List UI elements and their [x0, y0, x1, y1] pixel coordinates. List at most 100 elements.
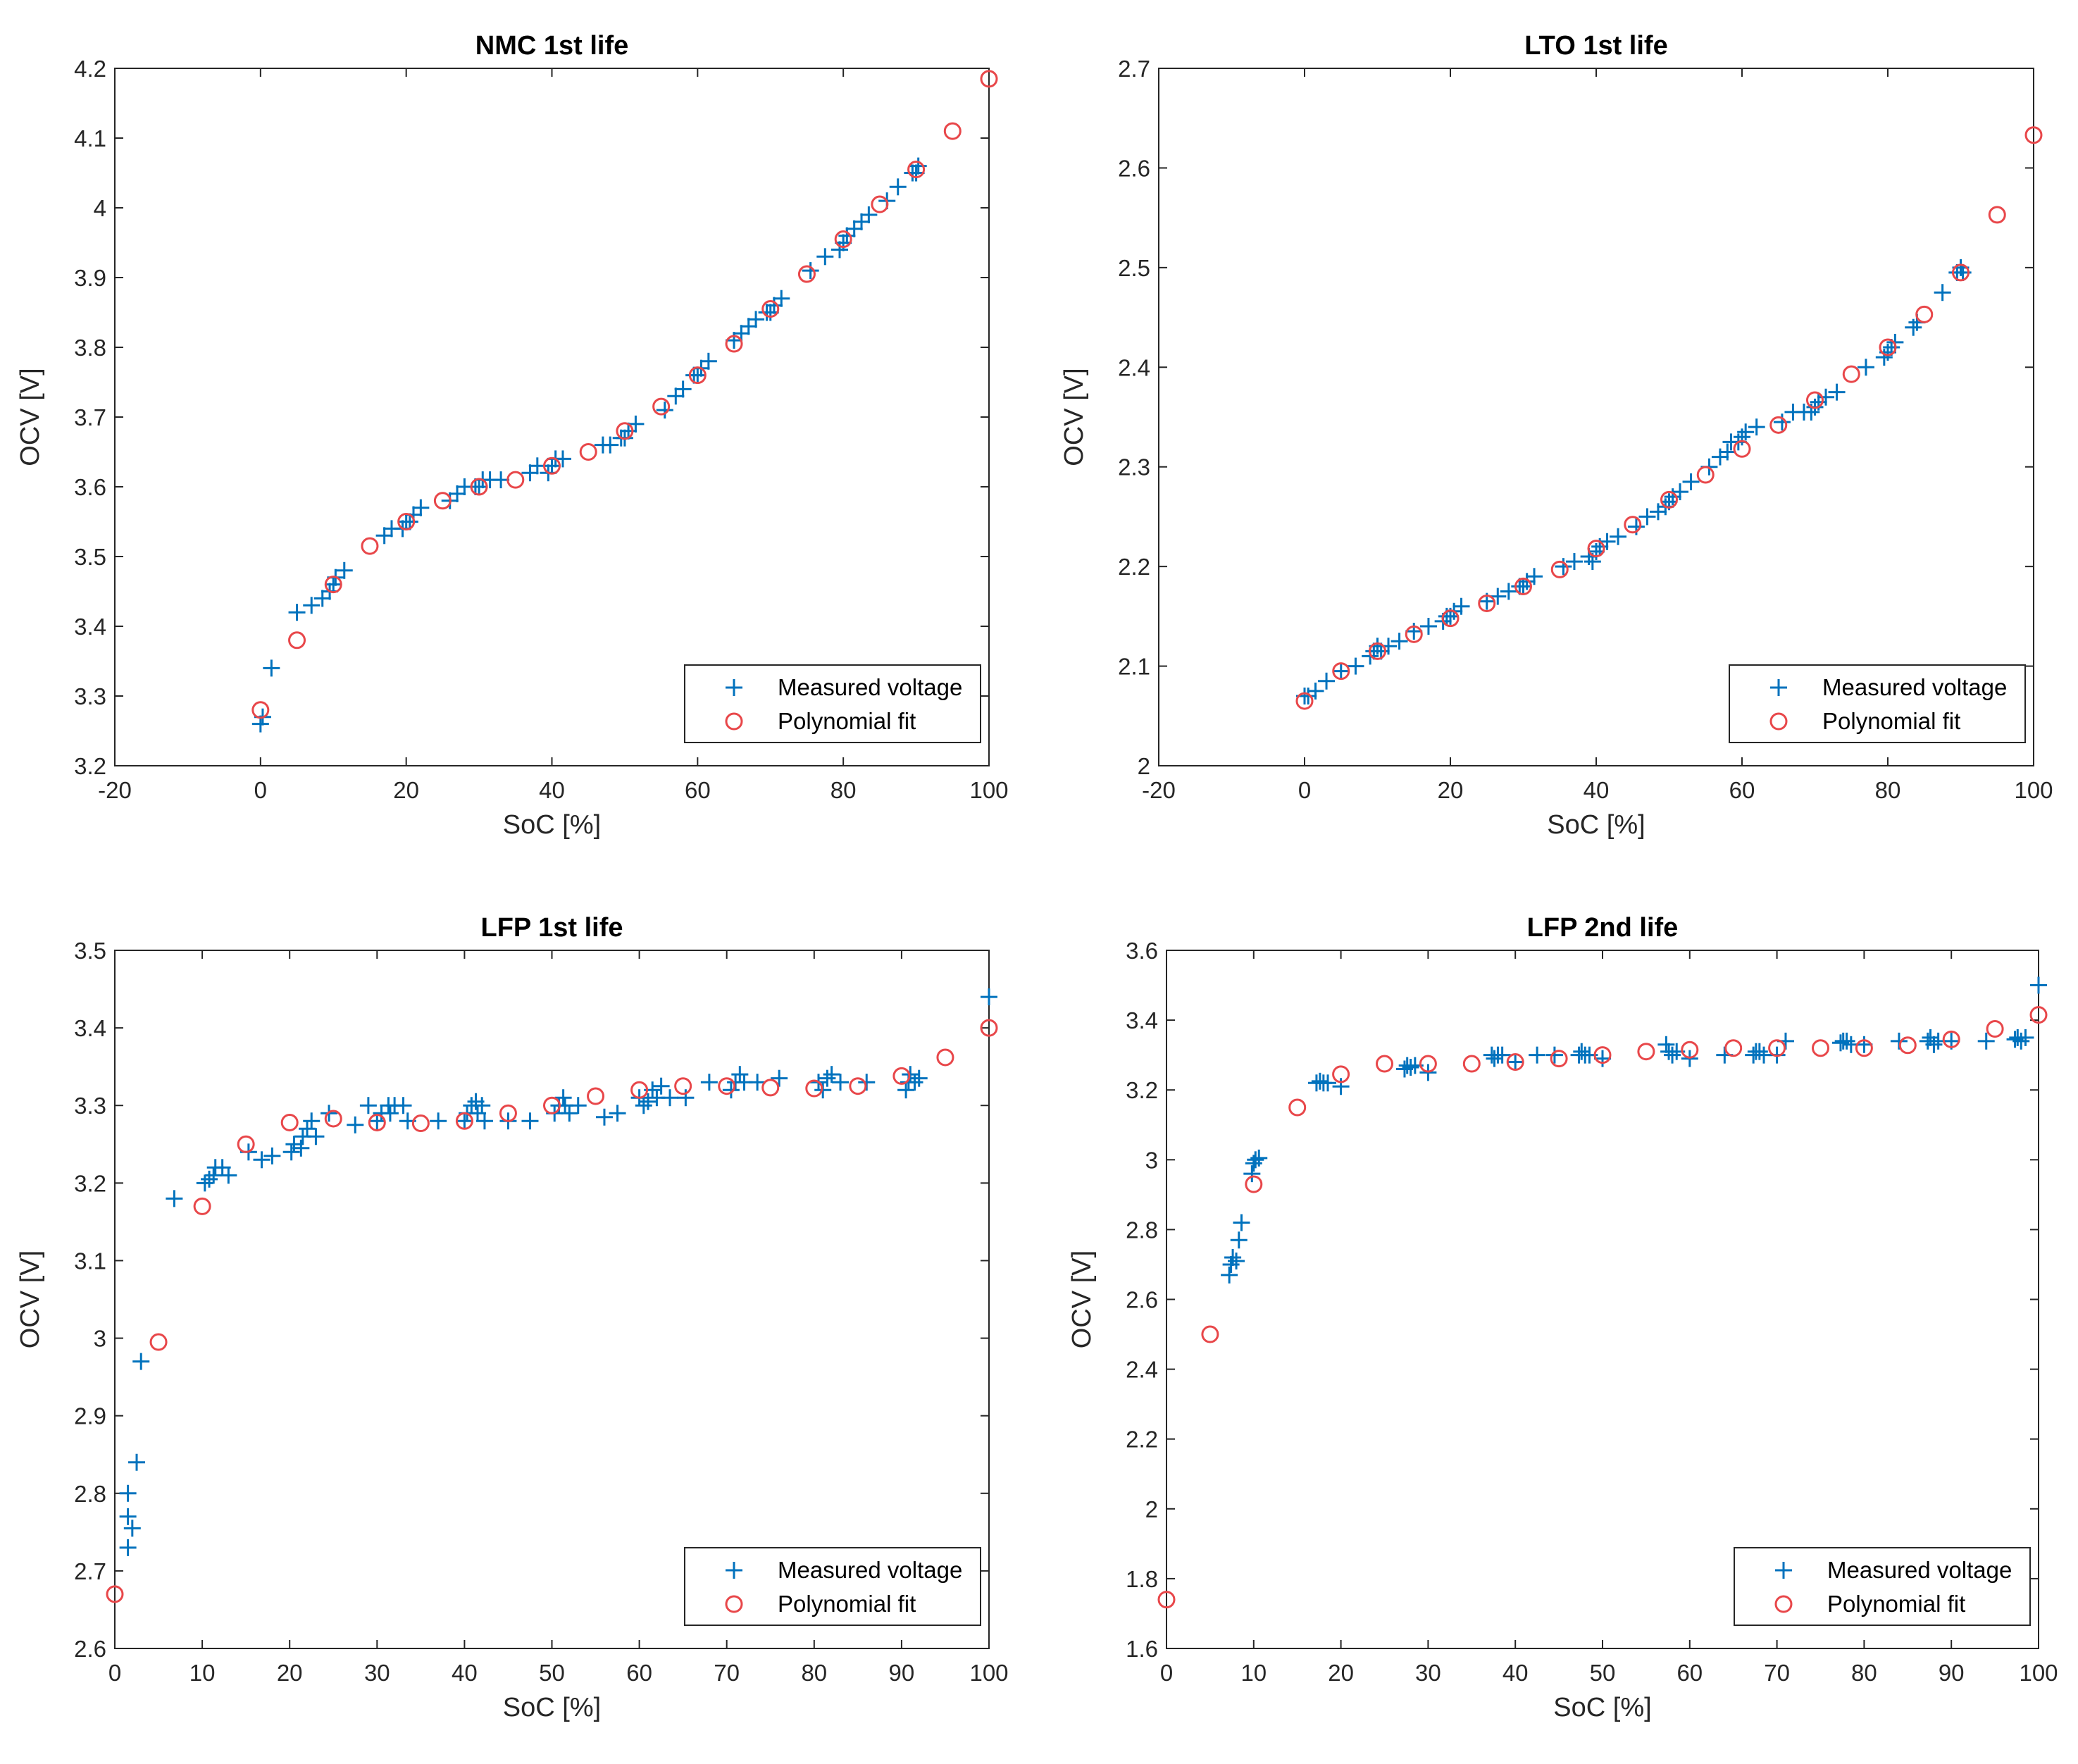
- measured-point: [656, 402, 673, 419]
- fit-point: [1245, 1175, 1263, 1193]
- measured-point: [699, 352, 717, 370]
- fit-point: [1768, 1039, 1786, 1057]
- fit-point: [761, 1079, 780, 1097]
- measured-point: [347, 1116, 364, 1133]
- measured-point: [569, 1097, 587, 1114]
- measured-point: [858, 1074, 876, 1091]
- fit-point: [1405, 625, 1423, 643]
- measured-point: [1838, 1032, 1855, 1050]
- x-tick-label: 0: [1160, 1660, 1173, 1686]
- y-tick-label: 3.5: [74, 544, 106, 570]
- polynomial-fit-series: [106, 1019, 998, 1603]
- fit-point: [1376, 1055, 1393, 1073]
- legend-measured-label: Measured voltage: [1827, 1557, 2012, 1583]
- measured-point: [1247, 1151, 1264, 1169]
- measured-point: [661, 1089, 679, 1107]
- fit-point: [1550, 560, 1569, 578]
- fit-point: [506, 471, 525, 489]
- plot-area-frame: [1158, 68, 2034, 766]
- measured-point: [1719, 443, 1736, 461]
- x-tick-label: 80: [1851, 1660, 1877, 1686]
- measured-point: [1500, 583, 1517, 600]
- chart-2: -20 0 20 40 60 80 100 2 2.1 2.2 2.3 2.4 2.5 2.6 2.7 LTO…: [1059, 31, 2053, 840]
- fit-point: [1478, 594, 1496, 612]
- x-tick-label: 100: [969, 1660, 1008, 1686]
- fit-point: [587, 1087, 605, 1105]
- x-tick-label: 10: [1240, 1660, 1267, 1686]
- measured-point: [1507, 1053, 1524, 1071]
- fit-point: [288, 631, 306, 650]
- x-axis-label: SoC [%]: [1547, 810, 1645, 840]
- measured-point: [1737, 423, 1755, 441]
- y-tick-label: 2.7: [74, 1558, 106, 1584]
- y-tick-label: 2.7: [1118, 56, 1150, 82]
- measured-point: [830, 241, 848, 259]
- fit-point: [433, 492, 452, 510]
- fit-point: [652, 397, 671, 416]
- fit-point: [688, 366, 707, 385]
- x-tick-label: 80: [830, 777, 857, 803]
- measured-point: [1228, 1252, 1245, 1269]
- measured-point: [1529, 1046, 1546, 1064]
- y-tick-label: 2.4: [1126, 1357, 1158, 1383]
- y-tick-label: 2.8: [1126, 1217, 1158, 1243]
- plot-area-frame: [114, 950, 990, 1649]
- measured-point: [860, 206, 878, 223]
- y-axis-label: OCV [V]: [1067, 1250, 1097, 1348]
- x-tick-label: 90: [1939, 1660, 1965, 1686]
- fit-point: [237, 1135, 255, 1153]
- measured-point: [773, 290, 790, 307]
- measured-point: [554, 1089, 572, 1107]
- fit-point: [106, 1585, 124, 1603]
- x-tick-label: 50: [1590, 1660, 1616, 1686]
- measured-point: [1817, 388, 1835, 406]
- measured-point: [838, 227, 856, 244]
- fit-point: [761, 300, 780, 318]
- y-tick-label: 3.9: [74, 265, 106, 291]
- measured-point: [677, 1089, 695, 1107]
- fit-point: [718, 1077, 736, 1095]
- fit-point: [1419, 1055, 1437, 1073]
- measured-point: [726, 332, 743, 349]
- polynomial-fit-series: [1157, 1006, 2048, 1609]
- x-tick-label: 60: [626, 1660, 652, 1686]
- fit-point: [1157, 1591, 1176, 1609]
- measured-point: [1307, 682, 1324, 700]
- measured-point: [1922, 1029, 1939, 1046]
- measured-point: [802, 262, 819, 280]
- x-tick-label: 40: [1502, 1660, 1529, 1686]
- measured-point: [2012, 1032, 2030, 1050]
- x-tick-label: 100: [2019, 1660, 2058, 1686]
- measured-point: [1657, 1036, 1675, 1053]
- measured-point: [1664, 1046, 1681, 1064]
- fit-point: [579, 443, 597, 461]
- measured-point: [303, 1112, 321, 1130]
- y-tick-label: 3.2: [74, 1170, 106, 1196]
- y-axis-label: OCV [V]: [15, 368, 45, 466]
- measured-point: [722, 1081, 740, 1099]
- measured-point: [1857, 359, 1874, 376]
- y-tick-label: 2.2: [1126, 1427, 1158, 1453]
- measured-point: [119, 1539, 137, 1556]
- measured-point: [1493, 1046, 1511, 1064]
- fit-point: [2029, 1006, 2048, 1024]
- x-tick-label: 40: [1584, 777, 1610, 803]
- measured-point: [1390, 633, 1408, 650]
- fit-point: [1550, 1050, 1568, 1068]
- y-axis-label: OCV [V]: [15, 1250, 45, 1348]
- fit-point: [1201, 1325, 1219, 1343]
- measured-point: [1250, 1149, 1268, 1167]
- y-tick-label: 3.5: [74, 938, 106, 964]
- x-tick-label: 30: [1415, 1660, 1441, 1686]
- measured-point: [906, 1074, 923, 1091]
- measured-point: [761, 304, 779, 321]
- x-axis-label: SoC [%]: [503, 810, 601, 840]
- fit-point: [797, 265, 816, 283]
- measured-point: [220, 1167, 237, 1184]
- measured-point: [823, 1066, 840, 1083]
- x-tick-label: 90: [889, 1660, 915, 1686]
- x-axis-label: SoC [%]: [503, 1693, 601, 1722]
- fit-point: [1637, 1043, 1655, 1061]
- y-tick-label: 3.2: [74, 753, 106, 779]
